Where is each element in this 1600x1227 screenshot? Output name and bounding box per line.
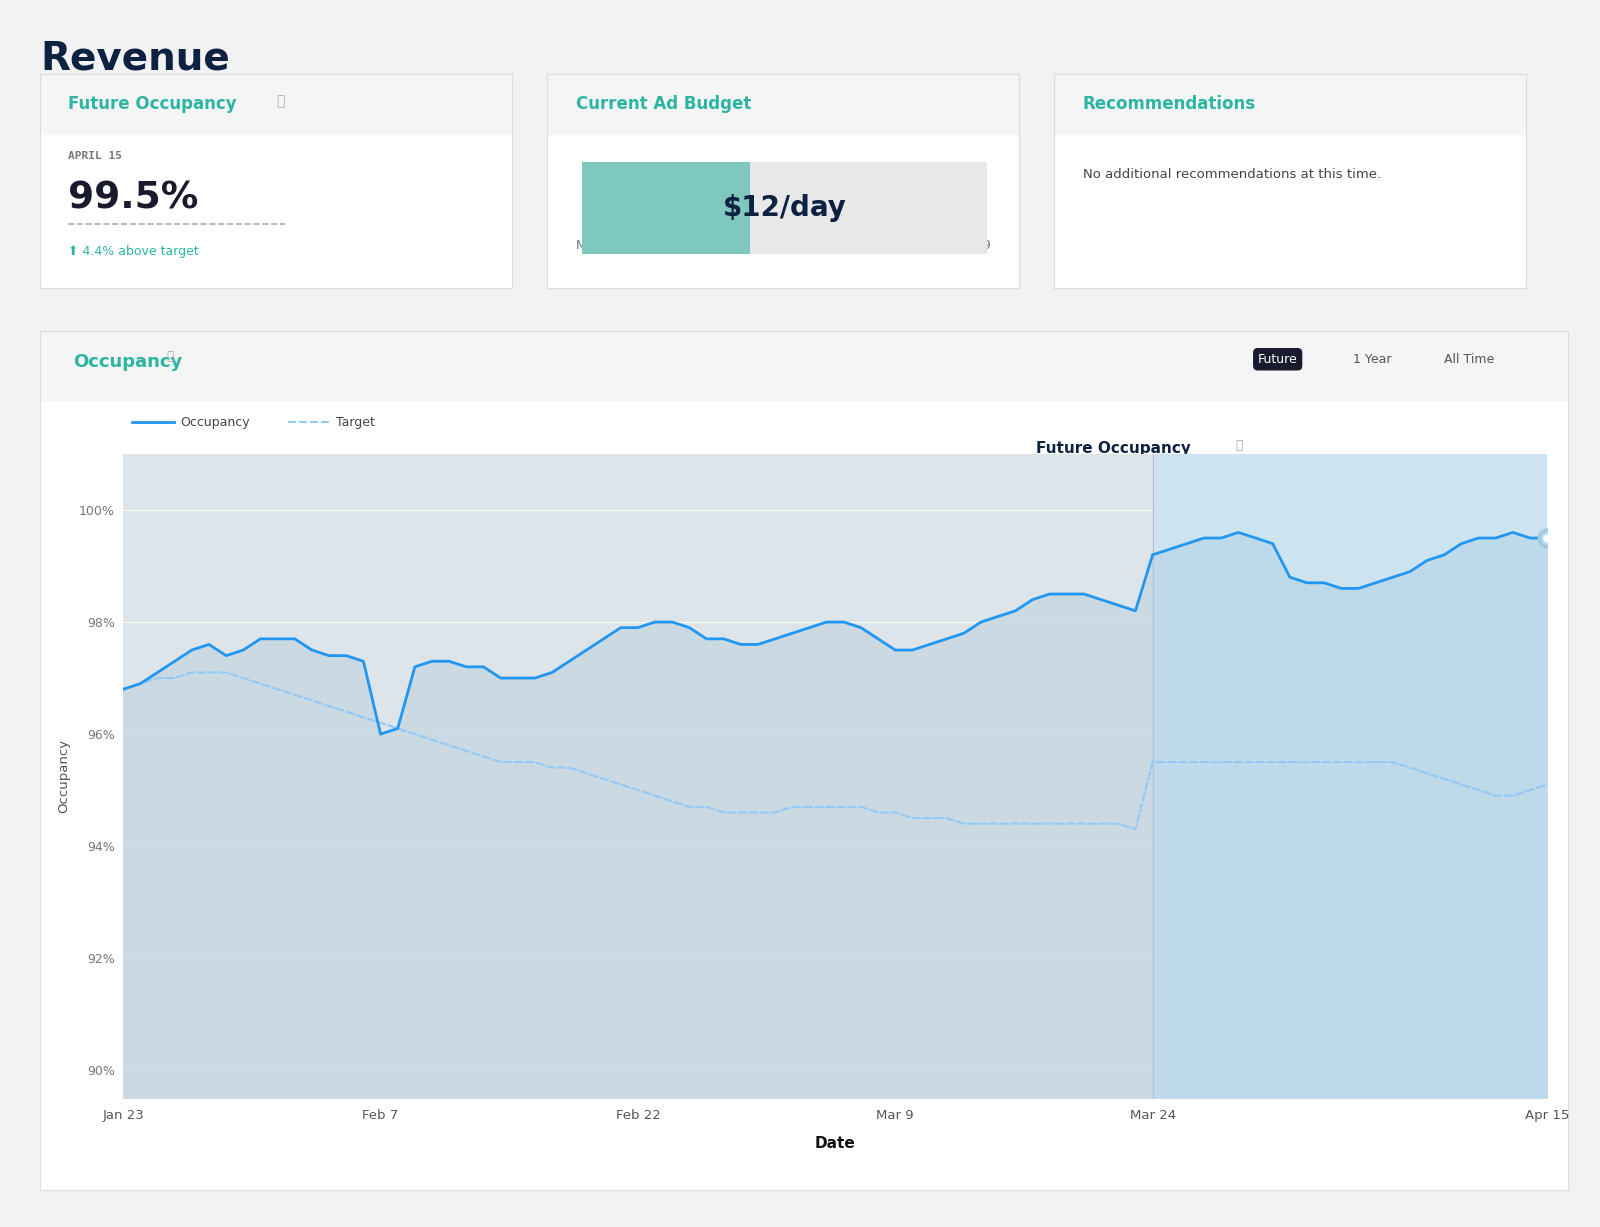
Text: 99.5%: 99.5% (69, 182, 198, 217)
Text: All Time: All Time (1443, 353, 1494, 366)
Text: APRIL 15: APRIL 15 (69, 151, 122, 161)
Text: ⓘ: ⓘ (1235, 439, 1242, 452)
Text: Recommendations: Recommendations (1083, 96, 1256, 113)
Text: Future Occupancy: Future Occupancy (69, 96, 237, 113)
Bar (547, 74, 1019, 134)
Text: Min: $10: Min: $10 (576, 239, 630, 252)
Text: $12/day: $12/day (723, 194, 846, 222)
Bar (40, 331, 1568, 400)
Text: ⬆ 4.4% above target: ⬆ 4.4% above target (69, 245, 198, 259)
Y-axis label: Occupancy: Occupancy (58, 739, 70, 814)
Text: ⓘ: ⓘ (277, 94, 285, 108)
Text: Current Ad Budget: Current Ad Budget (576, 96, 750, 113)
Text: ⓘ: ⓘ (166, 350, 174, 363)
Text: Revenue: Revenue (40, 39, 230, 77)
Text: Target: Target (336, 416, 376, 428)
Bar (1054, 74, 1526, 134)
X-axis label: Date: Date (814, 1136, 856, 1151)
Bar (582, 162, 750, 254)
Bar (1152, 454, 1547, 1098)
Text: Occupancy: Occupancy (181, 416, 250, 428)
Text: No additional recommendations at this time.: No additional recommendations at this ti… (1083, 168, 1381, 182)
Text: Future Occupancy: Future Occupancy (1037, 442, 1190, 456)
Text: Future: Future (1258, 353, 1298, 366)
Text: Occupancy: Occupancy (74, 353, 182, 371)
Text: 1 Year: 1 Year (1354, 353, 1392, 366)
Text: Max: $29: Max: $29 (933, 239, 990, 252)
Bar (40, 74, 512, 134)
